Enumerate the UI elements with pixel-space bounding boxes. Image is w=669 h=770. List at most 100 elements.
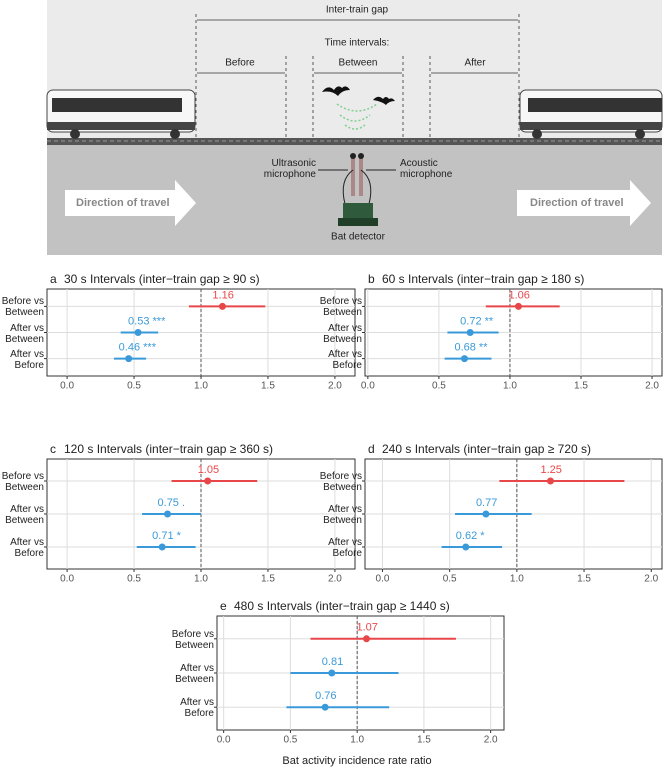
x-tick-label: 1.0 <box>350 735 364 746</box>
x-tick-label: 1.0 <box>194 574 208 585</box>
bat <box>322 86 350 96</box>
x-tick-label: 0.0 <box>60 381 74 392</box>
x-tick-label: 1.5 <box>417 735 431 746</box>
point-estimate <box>134 329 142 336</box>
x-tick-label: 0.0 <box>376 574 390 585</box>
y-tick-label: After vs Before <box>328 348 362 371</box>
value-label: 0.62 * <box>456 530 485 542</box>
ultrasonic-label: Ultrasonic microphone <box>263 158 316 180</box>
panel-letter: d <box>368 442 375 456</box>
arrow-left <box>65 180 196 226</box>
y-tick-label: After vs Before <box>10 348 44 371</box>
direction-label: Direction of travel <box>76 197 170 209</box>
y-tick-label: Before vs Between <box>319 471 362 493</box>
x-tick-label: 0.5 <box>443 574 457 585</box>
y-tick-label: After vs Between <box>5 504 44 526</box>
y-tick-label: After vs Before <box>180 697 214 720</box>
value-label: 0.46 *** <box>119 342 157 354</box>
sound-waves <box>336 103 378 130</box>
value-label: 0.53 *** <box>128 315 166 327</box>
value-label: 1.07 <box>357 622 378 634</box>
point-estimate <box>125 355 133 363</box>
x-tick-label: 1.5 <box>261 574 275 585</box>
x-tick-label: 1.5 <box>574 381 588 392</box>
panel-title: 120 s Intervals (inter−train gap ≥ 360 s… <box>64 442 273 456</box>
gap-label: Inter-train gap <box>326 5 389 16</box>
x-tick-label: 1.5 <box>261 381 275 392</box>
point-estimate <box>466 329 474 336</box>
panel-title: 30 s Intervals (inter−train gap ≥ 90 s) <box>64 272 260 286</box>
point-estimate <box>164 510 172 518</box>
train-left <box>46 89 196 139</box>
x-tick-label: 2.0 <box>328 574 342 585</box>
bat-detector <box>318 153 396 226</box>
between-label: Between <box>339 58 378 69</box>
direction-label: Direction of travel <box>530 197 624 209</box>
value-label: 0.76 <box>315 690 336 702</box>
x-tick-label: 0.5 <box>127 381 141 392</box>
x-tick-label: 0.0 <box>361 381 375 392</box>
point-estimate <box>514 302 522 310</box>
x-tick-label: 1.5 <box>577 574 591 585</box>
value-label: 0.75 . <box>158 497 186 509</box>
value-label: 1.05 <box>198 464 219 476</box>
value-label: 0.71 * <box>152 530 181 542</box>
x-tick-label: 2.0 <box>644 574 658 585</box>
value-label: 0.77 <box>476 497 497 509</box>
x-tick-label: 1.0 <box>194 381 208 392</box>
y-tick-label: After vs Between <box>5 322 44 345</box>
value-label: 0.72 ** <box>460 315 494 327</box>
rail <box>47 138 662 145</box>
value-label: 1.25 <box>540 464 561 476</box>
y-tick-label: After vs Before <box>328 537 362 559</box>
point-estimate <box>328 669 336 677</box>
panel-letter: c <box>50 442 56 456</box>
point-estimate <box>482 510 490 518</box>
panel-letter: b <box>368 272 375 286</box>
value-label: 1.16 <box>212 289 233 301</box>
y-tick-label: After vs Before <box>10 537 44 559</box>
panel-letter: a <box>50 272 57 286</box>
panel-title: 60 s Intervals (inter−train gap ≥ 180 s) <box>382 272 584 286</box>
y-tick-label: Before vs Between <box>1 296 44 319</box>
x-tick-label: 1.0 <box>510 574 524 585</box>
arrow-right <box>517 180 651 226</box>
y-tick-label: Before vs Between <box>171 628 214 651</box>
point-estimate <box>546 477 554 485</box>
x-tick-label: 2.0 <box>484 735 498 746</box>
detector-label: Bat detector <box>331 232 386 243</box>
point-estimate <box>321 703 329 711</box>
x-axis-label: Bat activity incidence rate ratio <box>282 755 431 767</box>
y-tick-label: Before vs Between <box>1 471 44 493</box>
after-label: After <box>464 58 486 69</box>
intervals-label: Time intervals: <box>325 38 390 49</box>
y-tick-label: Before vs Between <box>319 296 362 319</box>
x-tick-label: 0.5 <box>283 735 297 746</box>
point-estimate <box>204 477 212 485</box>
y-tick-label: After vs Between <box>323 322 362 345</box>
x-tick-label: 0.0 <box>60 574 74 585</box>
point-estimate <box>363 635 371 643</box>
panel-letter: e <box>220 599 227 613</box>
y-tick-label: After vs Between <box>323 504 362 526</box>
value-label: 0.81 <box>322 656 343 668</box>
x-tick-label: 2.0 <box>328 381 342 392</box>
x-tick-label: 1.0 <box>503 381 517 392</box>
panel-title: 480 s Intervals (inter−train gap ≥ 1440 … <box>234 599 450 613</box>
before-label: Before <box>225 58 255 69</box>
value-label: 1.06 <box>508 289 529 301</box>
x-tick-label: 0.0 <box>217 735 231 746</box>
acoustic-label: Acoustic microphone <box>400 158 453 180</box>
point-estimate <box>462 543 470 551</box>
interval-markers <box>195 14 520 140</box>
x-tick-label: 0.5 <box>432 381 446 392</box>
bat <box>373 96 395 105</box>
train-right <box>519 89 663 139</box>
point-estimate <box>158 543 166 551</box>
panel-title: 240 s Intervals (inter−train gap ≥ 720 s… <box>382 442 591 456</box>
y-tick-label: After vs Between <box>175 663 214 685</box>
x-tick-label: 2.0 <box>645 381 659 392</box>
value-label: 0.68 ** <box>454 342 488 354</box>
